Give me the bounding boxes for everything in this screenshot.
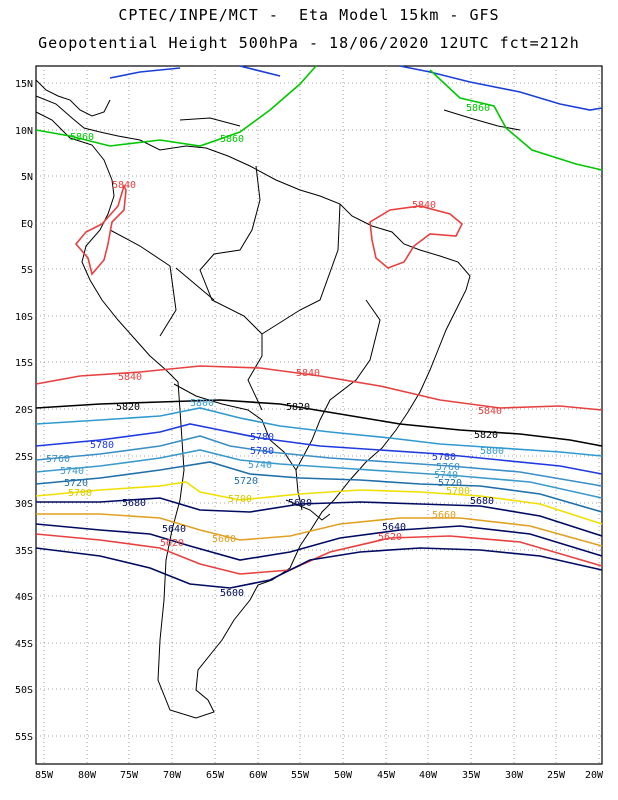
contour-5600 bbox=[35, 547, 603, 589]
contour-label: 5780 bbox=[432, 452, 456, 463]
contour-label: 5860 bbox=[466, 103, 490, 114]
contour-label: 5860 bbox=[70, 132, 94, 143]
contour-label: 5860 bbox=[220, 134, 244, 145]
contour-label: 5700 bbox=[228, 494, 252, 505]
map-title-line1: CPTEC/INPE/MCT - Eta Model 15km - GFS bbox=[118, 6, 500, 24]
lon-label: 75W bbox=[120, 770, 139, 781]
contour-5820 bbox=[35, 399, 603, 447]
lat-label: 45S bbox=[15, 639, 33, 650]
contour-5700 bbox=[35, 481, 603, 525]
contour-label: 5820 bbox=[116, 402, 140, 413]
contour-label: 5800 bbox=[480, 446, 504, 457]
contour-label: 5680 bbox=[122, 498, 146, 509]
contour-5680 bbox=[36, 497, 603, 537]
contour-5640 bbox=[35, 523, 603, 561]
lat-label: 15N bbox=[15, 79, 33, 90]
lon-label: 80W bbox=[78, 770, 97, 781]
longitude-axis: 85W 80W 75W 70W 65W 60W 55W 50W 45W 40W … bbox=[35, 770, 604, 781]
contour-label: 5760 bbox=[436, 462, 460, 473]
contour-label: 5780 bbox=[250, 446, 274, 457]
contour-5740 bbox=[35, 449, 603, 499]
contour-label: 5620 bbox=[160, 538, 184, 549]
lon-label: 30W bbox=[505, 770, 524, 781]
lat-label: 30S bbox=[15, 499, 33, 510]
contour-label: 5620 bbox=[378, 532, 402, 543]
lat-label: 10S bbox=[15, 312, 33, 323]
contour-label: 5660 bbox=[212, 534, 236, 545]
contour-label: 5760 bbox=[46, 454, 70, 465]
contour-5720 bbox=[35, 461, 603, 513]
contour-label: 5680 bbox=[470, 496, 494, 507]
contour-5840-west bbox=[74, 183, 127, 276]
lon-label: 45W bbox=[377, 770, 396, 781]
lon-label: 70W bbox=[163, 770, 182, 781]
lat-label: 20S bbox=[15, 405, 33, 416]
contour-label: 5720 bbox=[64, 478, 88, 489]
contour-5760 bbox=[35, 435, 603, 487]
lat-label: 15S bbox=[15, 358, 33, 369]
lon-label: 65W bbox=[206, 770, 225, 781]
contour-label: 5640 bbox=[382, 522, 406, 533]
lon-label: 60W bbox=[249, 770, 268, 781]
contour-label: 5820 bbox=[286, 402, 310, 413]
lat-label: 35S bbox=[15, 546, 33, 557]
contour-label: 5720 bbox=[438, 478, 462, 489]
map-title-line2: Geopotential Height 500hPa - 18/06/2020 … bbox=[38, 34, 580, 52]
contour-5780 bbox=[35, 423, 603, 475]
lon-label: 50W bbox=[334, 770, 353, 781]
lat-label: 10N bbox=[15, 126, 33, 137]
lon-label: 55W bbox=[291, 770, 310, 781]
contour-label: 5840 bbox=[118, 372, 142, 383]
central-america-coast bbox=[35, 79, 111, 117]
lat-label: 5N bbox=[21, 172, 33, 183]
lat-label: EQ bbox=[21, 219, 33, 230]
lat-label: 50S bbox=[15, 685, 33, 696]
contour-label: 5820 bbox=[474, 430, 498, 441]
contour-label: 5800 bbox=[190, 398, 214, 409]
contour-label: 5660 bbox=[432, 510, 456, 521]
contour-label: 5700 bbox=[68, 488, 92, 499]
latitude-axis: 15N 10N 5N EQ 5S 10S 15S 20S 25S 30S 35S… bbox=[15, 79, 33, 743]
contour-label: 5780 bbox=[250, 432, 274, 443]
lon-label: 20W bbox=[585, 770, 604, 781]
lon-label: 35W bbox=[462, 770, 481, 781]
contour-5660 bbox=[36, 513, 603, 547]
contour-label: 5740 bbox=[248, 460, 272, 471]
contour-label: 5840 bbox=[112, 180, 136, 191]
contour-label: 5840 bbox=[412, 200, 436, 211]
contour-5800 bbox=[35, 407, 603, 457]
coastlines bbox=[35, 79, 521, 719]
lon-label: 40W bbox=[419, 770, 438, 781]
contour-label: 5740 bbox=[434, 470, 458, 481]
contour-label: 5640 bbox=[162, 524, 186, 535]
lat-label: 40S bbox=[15, 592, 33, 603]
contour-label: 5840 bbox=[296, 368, 320, 379]
contour-label: 5680 bbox=[288, 498, 312, 509]
contour-5840 bbox=[35, 365, 603, 411]
south-america-coast bbox=[35, 95, 471, 719]
contour-5840-east bbox=[369, 205, 463, 269]
contour-label: 5780 bbox=[90, 440, 114, 451]
contour-label: 5740 bbox=[60, 466, 84, 477]
lat-label: 25S bbox=[15, 452, 33, 463]
contour-5880 bbox=[109, 65, 603, 111]
lon-label: 85W bbox=[35, 770, 54, 781]
map-frame bbox=[35, 65, 603, 765]
contour-label: 5600 bbox=[220, 588, 244, 599]
lat-label: 5S bbox=[21, 265, 33, 276]
contour-label: 5840 bbox=[478, 406, 502, 417]
contour-lines bbox=[35, 65, 603, 589]
lon-label: 25W bbox=[547, 770, 566, 781]
contour-5860 bbox=[35, 65, 603, 171]
lat-label: 55S bbox=[15, 732, 33, 743]
contour-label: 5720 bbox=[234, 476, 258, 487]
contour-label: 5700 bbox=[446, 486, 470, 497]
